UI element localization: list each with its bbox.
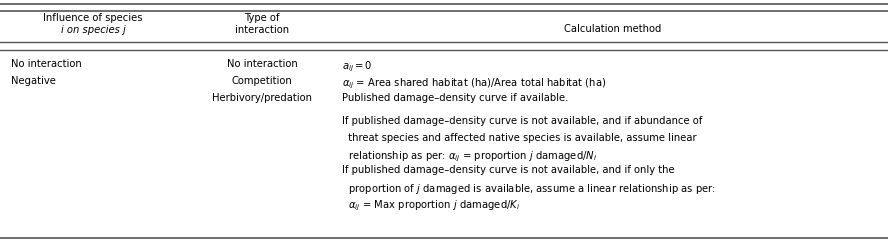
Text: $\alpha_{ij}$ = Area shared habitat (ha)/Area total habitat (ha): $\alpha_{ij}$ = Area shared habitat (ha)… — [342, 76, 607, 91]
Text: proportion of $j$ damaged is available, assume a linear relationship as per:: proportion of $j$ damaged is available, … — [342, 182, 716, 196]
Text: $a_{ij} = 0$: $a_{ij} = 0$ — [342, 59, 372, 74]
Text: Influence of species: Influence of species — [44, 13, 143, 23]
Text: Published damage–density curve if available.: Published damage–density curve if availa… — [342, 93, 568, 103]
Text: No interaction: No interaction — [11, 59, 82, 69]
Text: No interaction: No interaction — [226, 59, 297, 69]
Text: $\alpha_{ij}$ = Max proportion $j$ damaged/$K_i$: $\alpha_{ij}$ = Max proportion $j$ damag… — [342, 198, 520, 213]
Text: relationship as per: $\alpha_{ij}$ = proportion $j$ damaged/$N_i$: relationship as per: $\alpha_{ij}$ = pro… — [342, 150, 597, 165]
Text: Negative: Negative — [11, 76, 56, 86]
Text: Herbivory/predation: Herbivory/predation — [212, 93, 312, 103]
Text: Competition: Competition — [232, 76, 292, 86]
Text: threat species and affected native species is available, assume linear: threat species and affected native speci… — [342, 133, 696, 143]
Text: Type of: Type of — [244, 13, 280, 23]
Text: i on species j: i on species j — [61, 25, 125, 35]
Text: If published damage–density curve is not available, and if only the: If published damage–density curve is not… — [342, 165, 675, 174]
Text: If published damage–density curve is not available, and if abundance of: If published damage–density curve is not… — [342, 116, 702, 126]
Text: interaction: interaction — [235, 25, 289, 35]
Text: Calculation method: Calculation method — [564, 24, 662, 34]
